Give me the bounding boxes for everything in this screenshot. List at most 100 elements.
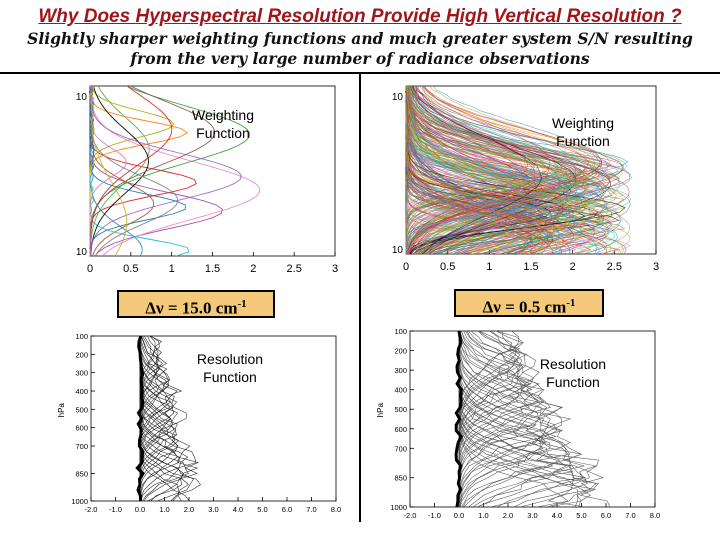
weighting-curve-259 bbox=[413, 85, 538, 255]
weighting-curve-235 bbox=[410, 85, 561, 255]
weighting-curve-1 bbox=[89, 85, 143, 257]
weighting-curve-189 bbox=[412, 85, 577, 255]
x-tick-label: 7.0 bbox=[625, 511, 635, 520]
x-tick-label: 8.0 bbox=[650, 511, 660, 520]
y-tick-label: 850 bbox=[75, 470, 88, 479]
x-tick-label: 5.0 bbox=[257, 505, 267, 514]
weighting-curve-165 bbox=[417, 85, 536, 255]
weighting-curve-250 bbox=[405, 85, 626, 254]
delta-nu-badge-left: Δν = 15.0 cm-1 bbox=[117, 290, 275, 318]
x-tick-label: 0.0 bbox=[454, 511, 464, 520]
x-tick-label: 1.0 bbox=[159, 505, 169, 514]
y-axis-label: hPa bbox=[376, 403, 385, 418]
y-tick-label: 100 bbox=[394, 327, 407, 336]
y-tick-label-top: 10 bbox=[392, 92, 404, 103]
weighting-curve-241 bbox=[409, 85, 570, 255]
y-tick-label: 300 bbox=[75, 369, 88, 378]
y-tick-label: 600 bbox=[394, 425, 407, 434]
x-tick-label: 1.5 bbox=[523, 261, 538, 273]
weighting-curve-14 bbox=[89, 85, 216, 257]
x-tick-label: 6.0 bbox=[282, 505, 292, 514]
x-tick-label: 1 bbox=[169, 263, 175, 275]
weighting-curve-163 bbox=[415, 85, 603, 255]
x-tick-label: 3 bbox=[332, 263, 338, 275]
weighting-curve-7 bbox=[90, 85, 261, 257]
weighting-curve-258 bbox=[405, 85, 555, 255]
y-tick-label-top: 10 bbox=[76, 92, 88, 103]
y-tick-label: 200 bbox=[75, 350, 88, 359]
y-tick-label: 850 bbox=[394, 474, 407, 483]
resolution-label-left: Resolution Function bbox=[196, 351, 264, 385]
x-tick-label: 2 bbox=[570, 261, 576, 273]
weighting-curve-245 bbox=[411, 85, 551, 255]
x-tick-label: 0.0 bbox=[135, 505, 145, 514]
resolution-function-plot-left: 100 200 300 400 500 600 700 850 1000-2.0 -1.0 0.0 1… bbox=[57, 332, 341, 514]
weighting-function-plot-right: 0 0.5 1 1.5 2 2.5 310 010 3 bbox=[392, 85, 659, 273]
x-tick-label: 1.5 bbox=[205, 263, 220, 275]
y-tick-label: 700 bbox=[75, 442, 88, 451]
subtitle-line-2: from the very large number of radiance o… bbox=[130, 49, 590, 68]
y-tick-label: 500 bbox=[75, 405, 88, 414]
slide-title: Why Does Hyperspectral Resolution Provid… bbox=[38, 6, 682, 27]
x-tick-label: 7.0 bbox=[306, 505, 316, 514]
y-tick-label: 700 bbox=[394, 444, 407, 453]
delta-nu-badge-right: Δν = 0.5 cm-1 bbox=[454, 289, 604, 317]
weighting-curve-221 bbox=[417, 85, 596, 255]
weighting-curve-204 bbox=[405, 85, 625, 254]
x-tick-label: -2.0 bbox=[404, 511, 417, 520]
y-tick-label-bottom: 10 bbox=[392, 245, 404, 256]
weighting-curve-13 bbox=[89, 85, 186, 257]
x-tick-label: -2.0 bbox=[85, 505, 98, 514]
x-tick-label: 0.5 bbox=[123, 263, 138, 275]
weighting-curve-234 bbox=[409, 85, 603, 255]
x-tick-label: 4.0 bbox=[552, 511, 562, 520]
x-tick-label: 5.0 bbox=[576, 511, 586, 520]
x-tick-label: -1.0 bbox=[428, 511, 441, 520]
weighting-curve-167 bbox=[409, 85, 571, 255]
x-tick-label: 0.5 bbox=[440, 261, 455, 273]
x-tick-label: 1 bbox=[486, 261, 492, 273]
weighting-curve-17 bbox=[90, 85, 128, 257]
resolution-curve-24 bbox=[458, 330, 572, 508]
x-tick-label: 2.0 bbox=[503, 511, 513, 520]
weighting-curve-15 bbox=[89, 85, 127, 256]
x-tick-label: 3.0 bbox=[527, 511, 537, 520]
weighting-curve-149 bbox=[409, 85, 561, 255]
weighting-function-plot-left: 0 0.5 1 1.5 2 2.5 310 010 3 bbox=[76, 85, 338, 275]
x-tick-label: 3 bbox=[653, 261, 659, 273]
header-divider bbox=[0, 72, 720, 74]
y-tick-label: 1000 bbox=[71, 497, 88, 506]
weighting-label-left: Weighting Function bbox=[191, 107, 254, 141]
resolution-spine bbox=[454, 330, 463, 508]
resolution-label-right: Resolution Function bbox=[539, 356, 607, 390]
x-tick-label: 3.0 bbox=[208, 505, 218, 514]
x-tick-label: 4.0 bbox=[233, 505, 243, 514]
weighting-label-right: Weighting Function bbox=[551, 115, 614, 149]
x-tick-label: 2.0 bbox=[184, 505, 194, 514]
x-tick-label: 2.5 bbox=[287, 263, 302, 275]
weighting-curve-255 bbox=[405, 85, 538, 255]
weighting-curve-16 bbox=[89, 85, 179, 257]
weighting-curve-210 bbox=[408, 85, 608, 255]
weighting-curve-160 bbox=[406, 85, 603, 255]
y-tick-label: 500 bbox=[394, 405, 407, 414]
subtitle-line-1: Slightly sharper weighting functions and… bbox=[27, 29, 693, 48]
x-tick-label: 2 bbox=[250, 263, 256, 275]
weighting-curve-157 bbox=[421, 85, 577, 255]
resolution-spine bbox=[135, 335, 145, 502]
x-tick-label: 0 bbox=[87, 263, 93, 275]
y-tick-label: 200 bbox=[394, 347, 407, 356]
y-tick-label: 400 bbox=[394, 386, 407, 395]
y-tick-label: 1000 bbox=[390, 503, 407, 512]
weighting-curve-232 bbox=[405, 85, 586, 255]
y-tick-label: 300 bbox=[394, 366, 407, 375]
weighting-curve-2 bbox=[89, 85, 150, 257]
x-tick-label: 6.0 bbox=[601, 511, 611, 520]
y-tick-label: 400 bbox=[75, 387, 88, 396]
column-divider bbox=[359, 74, 361, 522]
x-tick-label: 1.0 bbox=[478, 511, 488, 520]
y-axis-label: hPa bbox=[57, 403, 66, 418]
x-tick-label: -1.0 bbox=[109, 505, 122, 514]
weighting-curve-12 bbox=[89, 85, 242, 257]
y-tick-label-bottom: 10 bbox=[76, 247, 88, 258]
